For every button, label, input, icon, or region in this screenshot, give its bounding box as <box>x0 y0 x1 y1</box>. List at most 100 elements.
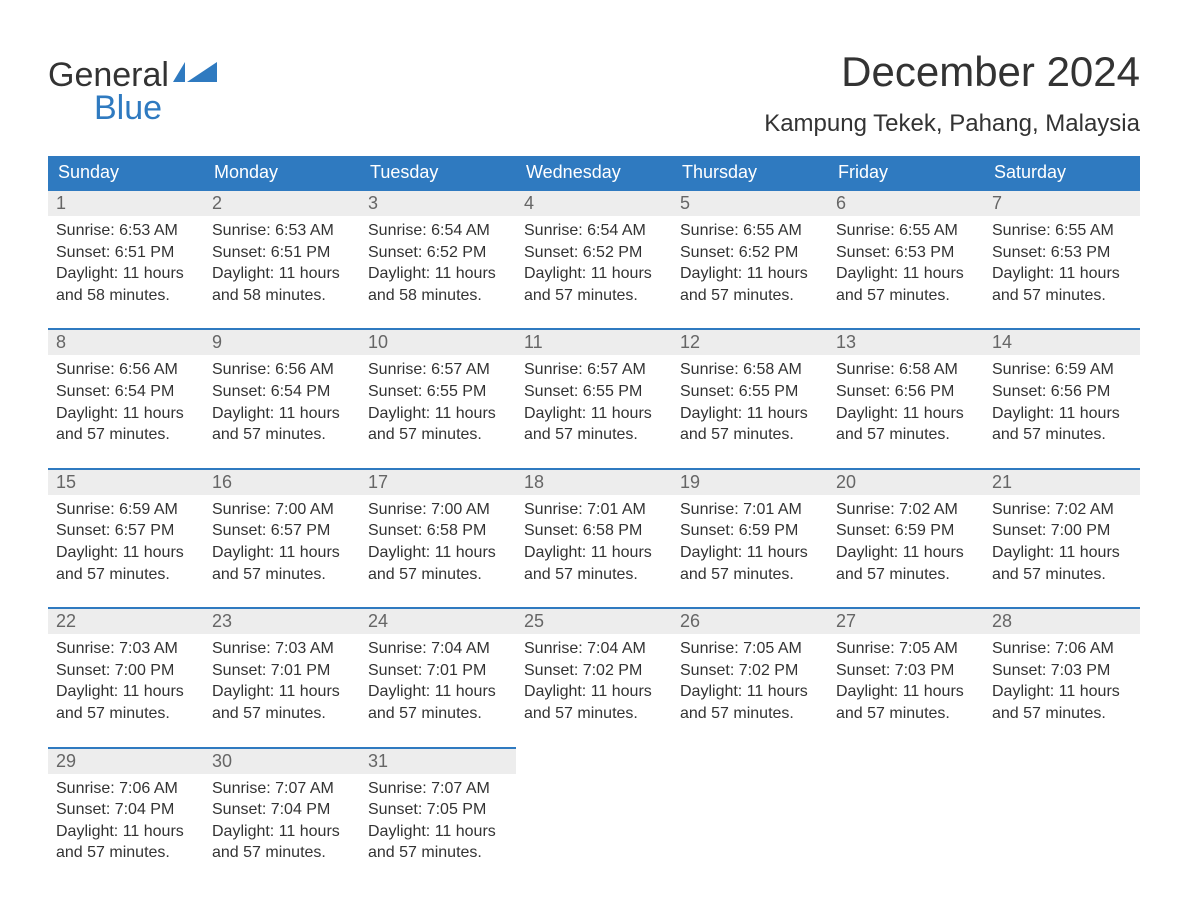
day-data-line: Daylight: 11 hours <box>680 263 820 285</box>
day-data-line: and 57 minutes. <box>524 424 664 446</box>
day-data-line: Sunrise: 7:06 AM <box>56 778 196 800</box>
day-data-line: and 57 minutes. <box>992 424 1132 446</box>
day-number-cell <box>984 748 1140 774</box>
day-data-cell: Sunrise: 6:57 AMSunset: 6:55 PMDaylight:… <box>360 355 516 468</box>
day-number-cell: 26 <box>672 608 828 634</box>
day-data-line: Daylight: 11 hours <box>524 542 664 564</box>
day-data-line: Sunrise: 6:57 AM <box>524 359 664 381</box>
day-number-cell: 16 <box>204 469 360 495</box>
day-data-line: Sunset: 6:59 PM <box>680 520 820 542</box>
day-data-line: Sunset: 7:00 PM <box>56 660 196 682</box>
day-data-cell: Sunrise: 7:03 AMSunset: 7:00 PMDaylight:… <box>48 634 204 747</box>
logo: General Blue <box>48 56 221 128</box>
day-data-line: Sunrise: 6:54 AM <box>524 220 664 242</box>
day-number-cell: 7 <box>984 190 1140 216</box>
day-data-line: Sunrise: 6:56 AM <box>212 359 352 381</box>
day-data-line: Sunset: 7:02 PM <box>680 660 820 682</box>
day-data-line: Daylight: 11 hours <box>212 403 352 425</box>
logo-word-2: Blue <box>94 89 221 128</box>
day-number-cell: 4 <box>516 190 672 216</box>
day-data-line: Sunrise: 6:55 AM <box>680 220 820 242</box>
day-data-line: Sunrise: 7:04 AM <box>368 638 508 660</box>
day-number-cell: 27 <box>828 608 984 634</box>
day-data-cell: Sunrise: 7:06 AMSunset: 7:03 PMDaylight:… <box>984 634 1140 747</box>
day-data-line: and 57 minutes. <box>992 285 1132 307</box>
day-data-cell: Sunrise: 6:54 AMSunset: 6:52 PMDaylight:… <box>516 216 672 329</box>
day-data-line: Daylight: 11 hours <box>212 542 352 564</box>
day-data-cell: Sunrise: 6:59 AMSunset: 6:56 PMDaylight:… <box>984 355 1140 468</box>
day-data-line: and 57 minutes. <box>992 703 1132 725</box>
weekday-header-row: SundayMondayTuesdayWednesdayThursdayFrid… <box>48 156 1140 190</box>
day-data-cell: Sunrise: 7:04 AMSunset: 7:02 PMDaylight:… <box>516 634 672 747</box>
day-data-line: Daylight: 11 hours <box>992 403 1132 425</box>
day-data-line: Sunrise: 7:03 AM <box>212 638 352 660</box>
day-data-cell: Sunrise: 6:56 AMSunset: 6:54 PMDaylight:… <box>48 355 204 468</box>
day-data-line: Daylight: 11 hours <box>212 821 352 843</box>
day-number-cell: 23 <box>204 608 360 634</box>
day-data-line: Sunrise: 7:02 AM <box>836 499 976 521</box>
day-data-line: and 57 minutes. <box>680 424 820 446</box>
day-number-cell: 21 <box>984 469 1140 495</box>
day-data-line: Daylight: 11 hours <box>836 681 976 703</box>
weekday-header: Sunday <box>48 156 204 190</box>
day-data-line: and 57 minutes. <box>992 564 1132 586</box>
day-number-cell: 5 <box>672 190 828 216</box>
day-data-cell: Sunrise: 7:02 AMSunset: 7:00 PMDaylight:… <box>984 495 1140 608</box>
day-number-cell: 10 <box>360 329 516 355</box>
day-data-line: Daylight: 11 hours <box>992 263 1132 285</box>
day-data-line: and 57 minutes. <box>836 703 976 725</box>
day-data-line: Daylight: 11 hours <box>836 542 976 564</box>
day-data-cell: Sunrise: 6:55 AMSunset: 6:53 PMDaylight:… <box>984 216 1140 329</box>
weekday-header: Friday <box>828 156 984 190</box>
day-data-line: Sunrise: 6:56 AM <box>56 359 196 381</box>
day-data-line: Sunrise: 7:00 AM <box>212 499 352 521</box>
day-data-line: and 57 minutes. <box>212 703 352 725</box>
day-data-line: Sunset: 7:01 PM <box>212 660 352 682</box>
day-data-line: Daylight: 11 hours <box>992 542 1132 564</box>
day-number-cell: 24 <box>360 608 516 634</box>
day-data-line: Sunset: 6:58 PM <box>524 520 664 542</box>
day-data-line: Sunset: 6:56 PM <box>836 381 976 403</box>
day-data-line: Sunset: 7:02 PM <box>524 660 664 682</box>
day-data-line: Daylight: 11 hours <box>836 403 976 425</box>
day-data-line: and 57 minutes. <box>680 285 820 307</box>
day-data-cell: Sunrise: 6:59 AMSunset: 6:57 PMDaylight:… <box>48 495 204 608</box>
day-data-line: Sunset: 6:58 PM <box>368 520 508 542</box>
day-data-line: and 57 minutes. <box>524 285 664 307</box>
day-data-line: and 57 minutes. <box>368 424 508 446</box>
day-data-line: and 57 minutes. <box>212 564 352 586</box>
day-data-line: Daylight: 11 hours <box>56 403 196 425</box>
day-number-row: 891011121314 <box>48 329 1140 355</box>
day-data-line: Daylight: 11 hours <box>368 403 508 425</box>
day-data-line: Daylight: 11 hours <box>368 821 508 843</box>
day-data-line: Daylight: 11 hours <box>680 542 820 564</box>
day-data-cell: Sunrise: 6:58 AMSunset: 6:55 PMDaylight:… <box>672 355 828 468</box>
day-data-line: Daylight: 11 hours <box>680 403 820 425</box>
day-data-line: Sunset: 6:52 PM <box>368 242 508 264</box>
day-data-cell: Sunrise: 7:01 AMSunset: 6:58 PMDaylight:… <box>516 495 672 608</box>
day-data-line: Daylight: 11 hours <box>680 681 820 703</box>
calendar-table: SundayMondayTuesdayWednesdayThursdayFrid… <box>48 156 1140 886</box>
day-data-line: Daylight: 11 hours <box>56 542 196 564</box>
day-data-cell: Sunrise: 6:53 AMSunset: 6:51 PMDaylight:… <box>48 216 204 329</box>
day-data-cell <box>828 774 984 886</box>
day-data-line: Sunset: 7:03 PM <box>992 660 1132 682</box>
day-number-cell <box>828 748 984 774</box>
weekday-header: Thursday <box>672 156 828 190</box>
day-data-line: Sunset: 6:56 PM <box>992 381 1132 403</box>
weekday-header: Saturday <box>984 156 1140 190</box>
day-number-cell: 29 <box>48 748 204 774</box>
day-data-line: Daylight: 11 hours <box>368 263 508 285</box>
day-data-cell: Sunrise: 6:56 AMSunset: 6:54 PMDaylight:… <box>204 355 360 468</box>
day-data-line: and 57 minutes. <box>524 564 664 586</box>
day-data-line: Sunrise: 7:04 AM <box>524 638 664 660</box>
day-number-cell: 11 <box>516 329 672 355</box>
day-data-line: Sunset: 6:55 PM <box>368 381 508 403</box>
day-number-cell: 18 <box>516 469 672 495</box>
day-data-line: Sunrise: 6:55 AM <box>836 220 976 242</box>
day-data-line: Sunrise: 6:54 AM <box>368 220 508 242</box>
day-data-line: Daylight: 11 hours <box>56 821 196 843</box>
day-data-line: Sunrise: 6:58 AM <box>680 359 820 381</box>
day-data-line: and 58 minutes. <box>368 285 508 307</box>
day-number-cell: 30 <box>204 748 360 774</box>
